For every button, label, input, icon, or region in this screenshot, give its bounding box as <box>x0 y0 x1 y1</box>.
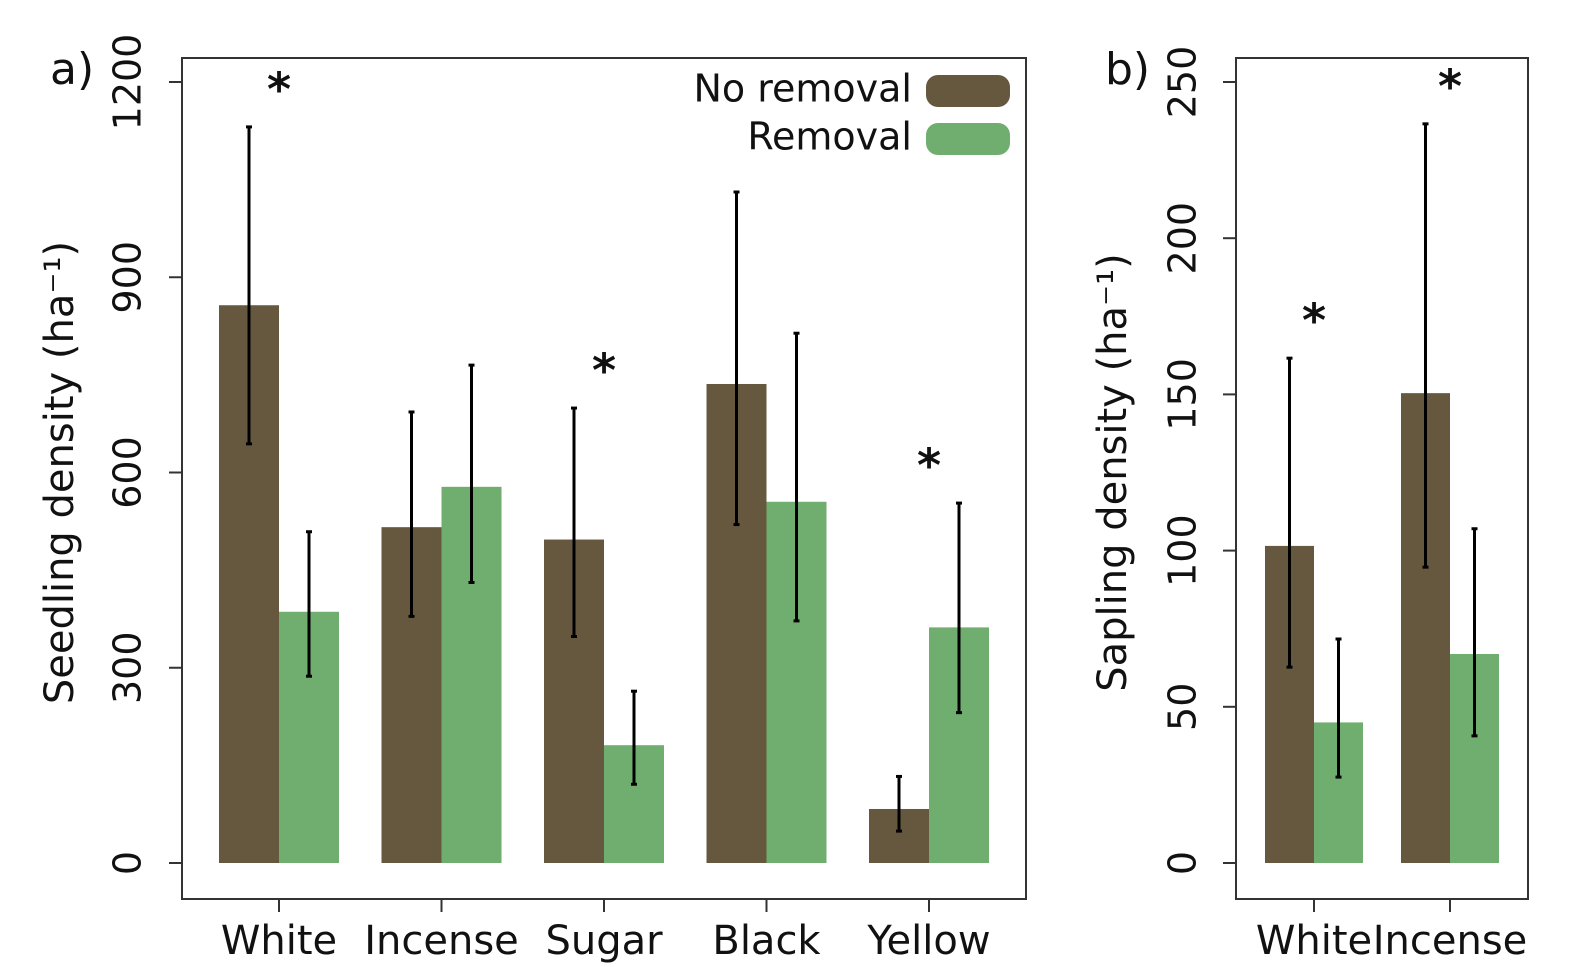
y-axis-label: Seedling density (ha⁻¹) <box>37 241 83 704</box>
x-tick-label: Yellow <box>866 918 990 964</box>
y-tick-label: 0 <box>106 851 150 875</box>
y-tick-label: 0 <box>1161 851 1205 875</box>
legend-label: No removal <box>693 67 912 111</box>
legend-swatch <box>926 123 1010 155</box>
x-tick-label: Black <box>712 918 821 964</box>
y-tick-label: 200 <box>1161 202 1205 275</box>
plot-frame <box>1235 57 1529 900</box>
y-tick-label: 100 <box>1161 514 1205 587</box>
panel-label: a) <box>50 44 94 95</box>
significance-marker: * <box>917 439 941 493</box>
y-tick-label: 150 <box>1161 358 1205 431</box>
significance-marker: * <box>592 344 616 398</box>
legend-label: Removal <box>747 115 912 159</box>
legend-swatch <box>926 75 1010 107</box>
y-tick-label: 600 <box>106 436 150 509</box>
significance-marker: * <box>267 62 291 116</box>
y-tick-label: 300 <box>106 631 150 704</box>
x-tick-label: Incense <box>1373 918 1528 964</box>
x-tick-label: Sugar <box>545 918 663 964</box>
panel-label: b) <box>1105 44 1150 95</box>
significance-marker: * <box>1302 294 1326 348</box>
y-tick-label: 50 <box>1161 683 1205 731</box>
y-tick-label: 1200 <box>106 34 150 131</box>
significance-marker: * <box>1438 59 1462 113</box>
x-tick-label: White <box>221 918 337 964</box>
y-axis-label: Sapling density (ha⁻¹) <box>1090 253 1136 692</box>
y-tick-label: 900 <box>106 241 150 314</box>
y-tick-label: 250 <box>1161 46 1205 119</box>
x-tick-label: Incense <box>364 918 519 964</box>
x-tick-label: White <box>1256 918 1372 964</box>
